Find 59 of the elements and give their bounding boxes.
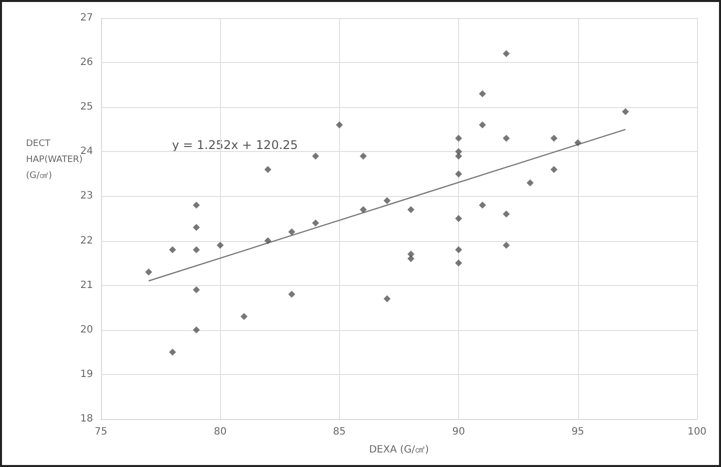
point — [264, 237, 272, 244]
point — [526, 179, 534, 186]
y-tick-label: 19 — [80, 368, 93, 380]
point — [455, 152, 462, 160]
point — [192, 326, 200, 334]
point — [288, 228, 296, 236]
x-axis-title: DEXA (G/㎠) — [369, 444, 429, 456]
point — [550, 166, 558, 173]
x-tick-label: 75 — [94, 426, 108, 438]
point — [407, 255, 414, 262]
point — [145, 268, 152, 276]
annotation: y = 1.252x + 120.25 — [172, 138, 298, 152]
point — [455, 246, 462, 254]
point — [384, 197, 391, 204]
point — [192, 224, 200, 231]
x-tick-label: 100 — [687, 426, 707, 438]
y-tick-label: 27 — [80, 12, 93, 24]
point — [384, 295, 391, 302]
x-tick-label: 85 — [333, 426, 346, 438]
point — [478, 121, 486, 128]
point — [574, 139, 582, 146]
point — [455, 260, 462, 267]
y-tick-label: 22 — [80, 235, 93, 246]
point — [407, 206, 414, 214]
point — [478, 202, 486, 209]
point — [192, 202, 200, 209]
point — [455, 134, 462, 142]
point — [169, 348, 176, 356]
point — [502, 134, 510, 142]
x-tick-label: 90 — [452, 426, 465, 438]
point — [502, 50, 510, 58]
point — [622, 108, 629, 116]
point — [312, 219, 320, 226]
point — [192, 286, 200, 294]
point — [360, 206, 367, 214]
point — [288, 290, 296, 298]
point — [478, 90, 486, 98]
y-tick-label: 25 — [80, 102, 93, 113]
point — [264, 166, 272, 173]
y-tick-label: 26 — [80, 57, 93, 68]
point — [360, 152, 367, 160]
y-tick-label: 21 — [80, 280, 93, 291]
y-tick-label: 24 — [80, 146, 93, 158]
point — [502, 242, 510, 249]
y-tick-label: 18 — [80, 414, 93, 424]
x-tick-label: 80 — [214, 426, 227, 438]
point — [169, 246, 176, 254]
point — [455, 215, 462, 222]
point — [216, 242, 224, 249]
point — [312, 152, 320, 160]
point — [502, 210, 510, 218]
point — [192, 246, 200, 254]
y-tick-label: 20 — [80, 324, 93, 336]
point — [240, 313, 248, 320]
x-tick-label: 95 — [571, 426, 584, 438]
point — [550, 134, 558, 142]
point — [455, 170, 462, 178]
point — [336, 121, 343, 128]
y-tick-label: 23 — [80, 190, 93, 202]
